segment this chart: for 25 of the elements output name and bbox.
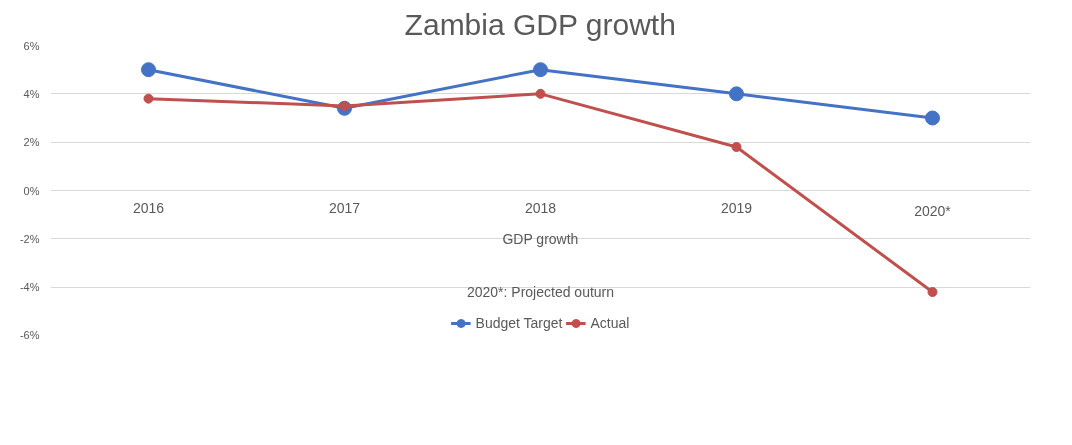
x-axis-title: GDP growth [502,230,579,247]
point [533,62,548,78]
x-tick-label: 2020* [914,202,952,219]
point [729,86,744,102]
x-tick-label: 2018 [524,199,557,216]
y-tick-label: 6% [23,39,40,52]
y-tick-label: -2% [19,232,40,245]
point [143,93,154,104]
point [925,110,940,126]
chart-title: Zambia GDP growth [404,7,676,41]
x-tick-label: 2017 [328,199,361,216]
y-tick-label: -6% [19,328,40,341]
y-tick-label: 4% [23,87,40,100]
point [141,62,156,78]
point [927,287,938,297]
x-tick-label: 2019 [720,199,753,216]
point [731,142,742,152]
y-tick-label: 2% [23,136,40,149]
y-tick-label: 0% [23,184,40,197]
x-tick-label: 2016 [132,199,165,216]
point [535,88,546,99]
legend-label: Actual [590,315,630,331]
annotation: 2020*: Projected outurn [466,284,615,300]
y-tick-label: -4% [19,281,40,294]
legend-label: Budget Target [475,315,563,331]
